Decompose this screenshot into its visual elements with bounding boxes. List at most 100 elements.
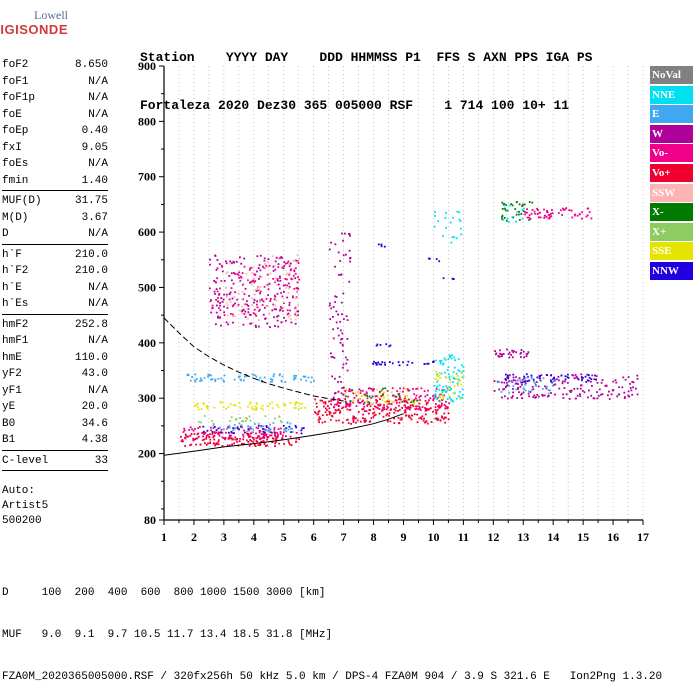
data-point — [381, 409, 384, 412]
data-point — [273, 294, 276, 297]
data-point — [258, 319, 260, 321]
data-point — [532, 396, 535, 398]
data-point — [261, 304, 264, 306]
data-point — [289, 422, 292, 425]
data-point — [328, 410, 331, 413]
data-point — [539, 377, 541, 380]
data-point — [264, 432, 266, 435]
y-tick-label: 700 — [138, 170, 156, 184]
data-point — [180, 435, 182, 438]
data-point — [398, 409, 401, 411]
data-point — [623, 397, 626, 400]
data-point — [260, 425, 263, 428]
data-point — [417, 408, 420, 410]
data-point — [375, 363, 378, 366]
data-point — [535, 385, 537, 387]
data-point — [419, 409, 422, 411]
data-point — [547, 392, 550, 395]
data-point — [200, 379, 203, 382]
data-point — [274, 435, 277, 437]
data-point — [368, 387, 371, 390]
data-point — [518, 213, 520, 216]
data-point — [341, 332, 344, 335]
data-point — [200, 421, 202, 424]
data-point — [217, 315, 219, 318]
data-point — [290, 321, 293, 324]
data-point — [433, 225, 436, 228]
data-point — [586, 207, 589, 210]
data-point — [295, 440, 298, 443]
data-point — [284, 428, 287, 431]
data-point — [283, 265, 286, 267]
data-point — [349, 390, 352, 393]
data-point — [400, 417, 403, 419]
data-point — [313, 379, 315, 382]
data-point — [227, 426, 229, 429]
data-point — [578, 213, 581, 215]
data-point — [366, 405, 369, 407]
data-point — [524, 376, 527, 379]
data-point — [288, 282, 290, 285]
data-point — [426, 362, 429, 365]
data-point — [236, 440, 238, 443]
data-point — [345, 401, 348, 404]
legend-item-nnw: NNW — [650, 261, 693, 280]
param-name: foF1 — [2, 75, 29, 88]
data-point — [382, 387, 384, 390]
data-point — [240, 424, 243, 427]
data-point — [432, 398, 435, 401]
data-point — [601, 379, 604, 381]
data-point — [508, 374, 511, 377]
data-point — [442, 395, 445, 398]
data-point — [339, 341, 342, 344]
data-point — [439, 419, 442, 422]
data-point — [591, 385, 593, 387]
data-point — [246, 303, 249, 306]
data-point — [256, 288, 259, 290]
data-point — [364, 393, 367, 396]
data-point — [337, 381, 339, 383]
data-point — [290, 444, 293, 447]
legend-item-e: E — [650, 105, 693, 124]
data-point — [279, 257, 281, 260]
data-point — [269, 428, 271, 431]
data-point — [439, 406, 441, 409]
data-point — [389, 420, 392, 423]
data-point — [255, 437, 258, 440]
data-point — [330, 352, 332, 355]
data-point — [534, 382, 536, 384]
data-point — [286, 422, 289, 424]
data-point — [257, 424, 260, 427]
data-point — [249, 314, 252, 316]
data-point — [286, 262, 289, 264]
auto-program: Artist5 — [2, 500, 49, 512]
data-point — [452, 392, 455, 395]
data-point — [452, 371, 455, 373]
data-point — [267, 429, 270, 432]
data-point — [254, 324, 257, 327]
data-point — [262, 425, 265, 428]
data-point — [536, 376, 539, 379]
data-point — [530, 376, 533, 379]
data-point — [261, 405, 264, 407]
data-point — [271, 380, 273, 383]
data-point — [554, 393, 556, 396]
data-cluster-x — [344, 387, 419, 404]
data-point — [444, 421, 447, 424]
data-point — [277, 405, 280, 408]
data-point — [564, 375, 567, 378]
data-point — [241, 426, 243, 429]
data-point — [328, 407, 331, 410]
data-point — [276, 315, 278, 318]
param-value: N/A — [88, 228, 108, 240]
data-point — [217, 297, 219, 299]
data-point — [337, 313, 339, 316]
data-point — [504, 378, 507, 380]
data-point — [562, 209, 565, 211]
data-point — [221, 436, 224, 439]
data-point — [342, 406, 344, 409]
data-point — [237, 274, 240, 277]
data-point — [543, 214, 546, 217]
data-point — [202, 425, 205, 428]
data-point — [269, 272, 272, 275]
